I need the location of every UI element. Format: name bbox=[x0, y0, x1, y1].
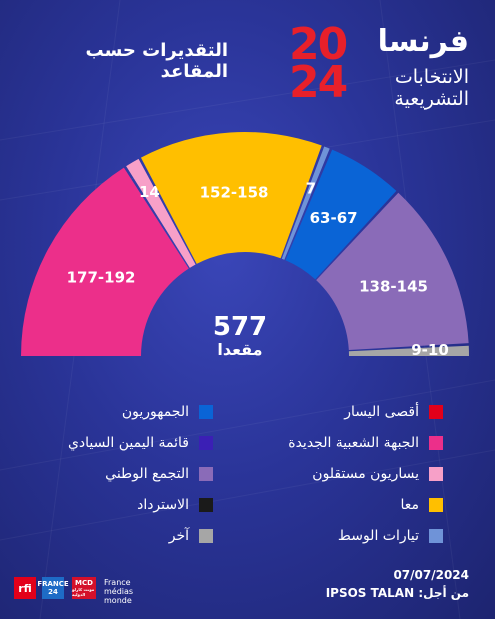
legend-swatch bbox=[429, 498, 443, 512]
segment-label-5: 138-145 bbox=[359, 278, 428, 296]
country-title: فرنسا bbox=[377, 24, 469, 59]
legend-item-right-0: أقصى اليسار bbox=[344, 402, 443, 422]
legend-label: أقصى اليسار bbox=[344, 404, 419, 420]
segment-5 bbox=[316, 192, 469, 350]
legend-swatch bbox=[429, 436, 443, 450]
mcd-logo-top: MCD bbox=[75, 579, 93, 587]
segment-label-3: 7 bbox=[306, 179, 316, 197]
legend-item-right-3: معا bbox=[400, 495, 443, 515]
fmm-logo-line1: France bbox=[104, 578, 131, 587]
rfi-logo: rfi bbox=[14, 577, 36, 599]
election-title-block: 20 24 فرنسا الانتخابات التشريعية bbox=[289, 19, 469, 111]
legend-label: تيارات الوسط bbox=[337, 528, 419, 544]
chart-title: التقديرات حسب المقاعد bbox=[85, 40, 228, 82]
legend-swatch bbox=[429, 405, 443, 419]
segment-label-0: 177-192 bbox=[67, 268, 136, 286]
legend-label: آخر bbox=[168, 528, 189, 544]
legend-label: الاسترداد bbox=[137, 497, 189, 513]
legend-swatch bbox=[199, 529, 213, 543]
legend-item-left-3: الاسترداد bbox=[137, 495, 213, 515]
legend-item-right-4: تيارات الوسط bbox=[338, 526, 443, 546]
legend-swatch bbox=[199, 498, 213, 512]
year-bottom: 24 bbox=[289, 57, 348, 108]
total-seats-label: مقعدا bbox=[217, 340, 263, 359]
legend-swatch bbox=[199, 467, 213, 481]
fmm-logo: France médias monde bbox=[104, 578, 133, 605]
year-logo: 20 24 bbox=[289, 19, 348, 108]
legend-label: يساريون مستقلون bbox=[312, 466, 419, 482]
segment-label-1: 14 bbox=[139, 183, 160, 201]
segment-label-4: 63-67 bbox=[310, 209, 358, 227]
segment-6 bbox=[348, 345, 469, 356]
legend-item-left-1: قائمة اليمين السيادي bbox=[68, 433, 213, 453]
footer-source: من أجل: IPSOS TALAN bbox=[325, 586, 469, 600]
segment-1 bbox=[126, 158, 196, 268]
mcd-logo: MCD مونت كارلو الدولية bbox=[72, 577, 96, 599]
footer-date: 07/07/2024 bbox=[393, 568, 469, 582]
segment-4 bbox=[285, 149, 397, 280]
election-label-line2: التشريعية bbox=[394, 88, 469, 110]
legend-label: معا bbox=[400, 497, 419, 513]
legend-label: الجمهوريون bbox=[121, 404, 189, 420]
legend-label: التجمع الوطني bbox=[105, 466, 189, 482]
legend-label: قائمة اليمين السيادي bbox=[67, 435, 189, 451]
election-label-line1: الانتخابات bbox=[394, 66, 469, 88]
legend-item-right-1: الجبهة الشعبية الجديدة bbox=[288, 433, 443, 453]
legend-item-left-0: الجمهوريون bbox=[122, 402, 213, 422]
year-top: 20 bbox=[289, 19, 348, 70]
france24-logo-top: FRANCE bbox=[37, 580, 69, 588]
segment-3 bbox=[281, 146, 330, 260]
total-seats-value: 577 bbox=[212, 312, 268, 342]
mcd-logo-bottom: مونت كارلو الدولية bbox=[72, 587, 95, 597]
segment-2 bbox=[140, 131, 322, 264]
legend-item-right-2: يساريون مستقلون bbox=[312, 464, 443, 484]
segment-0 bbox=[21, 167, 189, 356]
legend-label: الجبهة الشعبية الجديدة bbox=[288, 435, 419, 451]
legend-item-left-2: التجمع الوطني bbox=[105, 464, 213, 484]
legend-swatch bbox=[429, 467, 443, 481]
legend-item-left-4: آخر bbox=[169, 526, 213, 546]
segment-label-2: 152-158 bbox=[200, 183, 269, 201]
legend-swatch bbox=[199, 405, 213, 419]
france24-logo: FRANCE 24 bbox=[37, 577, 69, 599]
segment-label-6: 9-10 bbox=[411, 341, 449, 359]
legend-swatch bbox=[199, 436, 213, 450]
france24-logo-bottom: 24 bbox=[48, 588, 58, 596]
fmm-logo-line2: médias bbox=[104, 587, 134, 596]
legend-swatch bbox=[429, 529, 443, 543]
fmm-logo-line3: monde bbox=[104, 596, 132, 605]
